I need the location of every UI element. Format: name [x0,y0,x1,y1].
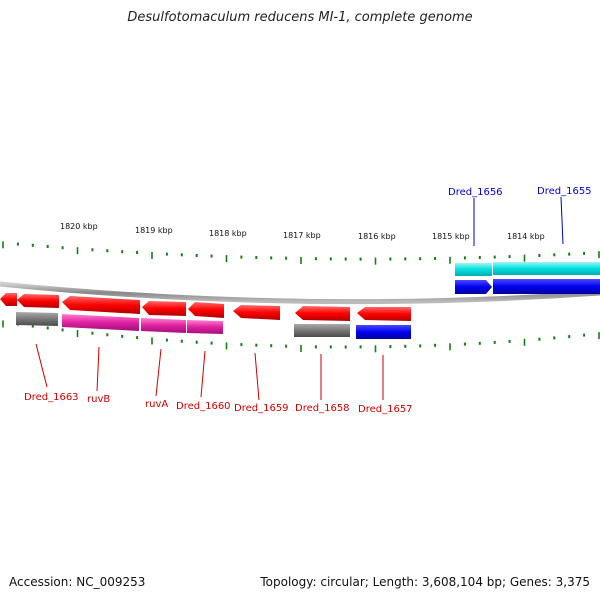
gene-label-dred-1663: Dred_1663 [24,392,79,403]
top-gene-labels: Dred_1656 Dred_1655 [448,186,592,246]
gene-arrow-ruvb [62,296,140,314]
gene-arrow-dred-1656 [455,280,492,294]
gene-label-ruvb: ruvB [87,394,110,405]
scale-labels: 1820 kbp 1819 kbp 1818 kbp 1817 kbp 1816… [60,222,545,241]
scale-label-1814: 1814 kbp [507,232,545,241]
cds-bar-dred-1663 [16,312,58,326]
gene-arrow-dred-1660 [188,302,224,318]
gene-arrow-dred-1655 [493,279,600,294]
genome-backbone [0,281,600,305]
cds-bar-dred-1660 [187,320,223,334]
leader-line-dred-1663 [35,343,48,388]
scale-label-1818: 1818 kbp [209,229,247,238]
gene-label-dred-1655: Dred_1655 [537,186,592,197]
cds-bars [16,312,411,339]
gene-label-dred-1660: Dred_1660 [176,401,231,412]
gene-arrow-dred-1658 [295,306,350,321]
bottom-gene-labels: Dred_1663 ruvB ruvA Dred_1660 Dred_1659 … [24,343,413,415]
scale-label-1817: 1817 kbp [283,231,321,240]
gene-arrow-partial [0,293,17,306]
leader-line-dred-1659 [254,352,260,401]
scale-label-1819: 1819 kbp [135,226,173,235]
leader-line-ruvb [96,346,100,392]
gene-label-dred-1657: Dred_1657 [358,404,413,415]
reverse-strand [0,293,411,321]
cds-bar-dred-1655 [493,262,600,275]
scale-label-1816: 1816 kbp [358,232,396,241]
leader-line-dred-1660 [200,350,206,398]
gene-arrow-dred-1657 [357,307,411,321]
leader-line-dred-1655 [560,196,564,245]
gene-arrow-dred-1659 [233,305,280,320]
gene-label-dred-1658: Dred_1658 [295,403,350,414]
cds-bar-dred-1657 [356,325,411,339]
gene-arrow-ruva [142,301,186,316]
scale-label-1820: 1820 kbp [60,222,98,231]
gene-label-ruva: ruvA [145,399,168,410]
forward-strand [455,262,600,294]
genome-summary-text: Topology: circular; Length: 3,608,104 bp… [260,575,590,589]
cds-bar-dred-1656 [455,263,492,276]
scale-label-1815: 1815 kbp [432,232,470,241]
leader-line-ruva [155,348,162,397]
outer-ticks [2,241,600,265]
gene-label-dred-1659: Dred_1659 [234,403,289,414]
gene-arrow-dred-1663 [17,294,59,308]
accession-text: Accession: NC_009253 [9,575,146,589]
gene-label-dred-1656: Dred_1656 [448,187,503,198]
cds-bar-dred-1658 [294,324,350,337]
cds-bar-ruva [141,318,186,333]
cds-bar-ruvb [62,314,139,331]
page-title: Desulfotomaculum reducens MI-1, complete… [127,10,473,25]
